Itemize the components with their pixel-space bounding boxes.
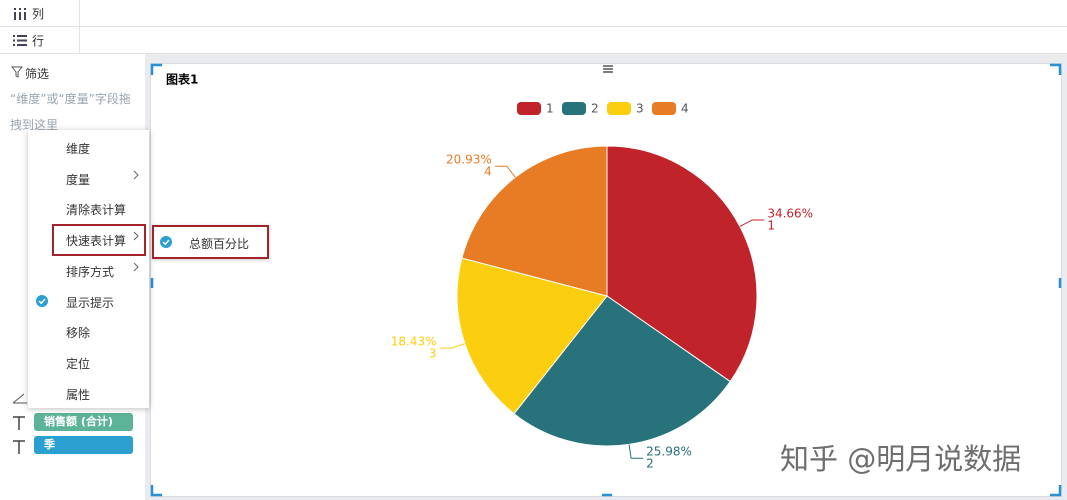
data-label: 18.43% (391, 335, 437, 349)
data-label-category: 3 (429, 347, 437, 361)
rows-icon (13, 35, 27, 46)
menu-item[interactable]: 定位 (66, 357, 91, 371)
data-label: 20.93% (446, 153, 492, 167)
text-icons (13, 416, 25, 454)
context-menu: 维度 度量 清除表计算 快速表计算 排序方式 显示提示 移除 定位 属性 (28, 130, 149, 408)
rows-shelf[interactable]: 行 (0, 27, 1067, 54)
data-label-category: 2 (646, 457, 654, 471)
menu-item[interactable]: 移除 (66, 326, 91, 340)
check-icon (160, 236, 172, 248)
menu-item[interactable]: 度量 (66, 173, 91, 187)
angle-icon (12, 393, 27, 404)
menu-item[interactable]: 快速表计算 (66, 234, 127, 248)
leader-line (628, 444, 644, 459)
highlight-box (52, 224, 146, 256)
dimension-pill[interactable]: 季 (34, 436, 133, 454)
chart: 图表1 1 2 3 434.66%125.98%218.43%320.93%4 (150, 63, 1062, 497)
legend-label: 2 (591, 102, 599, 116)
filter-label: 筛选 (25, 67, 50, 81)
legend-label: 1 (546, 102, 554, 116)
menu-item[interactable]: 排序方式 (66, 265, 115, 279)
data-label: 34.66% (767, 206, 813, 220)
submenu-arrows (133, 170, 139, 272)
watermark: 知乎 @明月说数据 (780, 442, 1022, 476)
data-label: 25.98% (646, 445, 692, 459)
pie-slice (606, 145, 758, 383)
drag-handle[interactable] (603, 65, 613, 73)
rows-label: 行 (32, 34, 45, 48)
separator (79, 27, 80, 53)
columns-shelf[interactable]: 列 (0, 0, 1067, 27)
menu-item[interactable]: 维度 (66, 142, 91, 156)
resize-handles (150, 63, 1062, 497)
submenu-item[interactable]: 总额百分比 (189, 237, 250, 251)
filter-icon (11, 66, 23, 78)
legend-swatch (517, 102, 541, 115)
legend-swatch (562, 102, 586, 115)
menu-item[interactable]: 清除表计算 (66, 203, 127, 217)
legend-swatch (607, 102, 631, 115)
leader-line (739, 219, 765, 227)
legend-swatch (652, 102, 676, 115)
columns-icon (14, 8, 26, 20)
submenu: 总额百分比 (152, 225, 269, 259)
check-icon (36, 295, 48, 307)
pie-slice (456, 257, 608, 415)
data-label-category: 4 (484, 165, 492, 179)
pie-slice (461, 145, 608, 297)
legend-label: 4 (681, 102, 689, 116)
chart-title: 图表1 (166, 72, 198, 87)
menu-item[interactable]: 显示提示 (66, 296, 115, 310)
filter-hint: “维度”或“度量”字段拖拽到这里 (10, 92, 131, 132)
legend-label: 3 (636, 102, 644, 116)
leader-line (439, 343, 465, 349)
pie-slice (513, 295, 731, 447)
measure-pill[interactable]: 销售额 (合计) (34, 413, 133, 431)
data-label-category: 1 (767, 218, 775, 232)
menu-item[interactable]: 属性 (66, 388, 91, 402)
leader-line (494, 165, 516, 178)
separator (79, 0, 80, 26)
columns-label: 列 (32, 7, 45, 21)
